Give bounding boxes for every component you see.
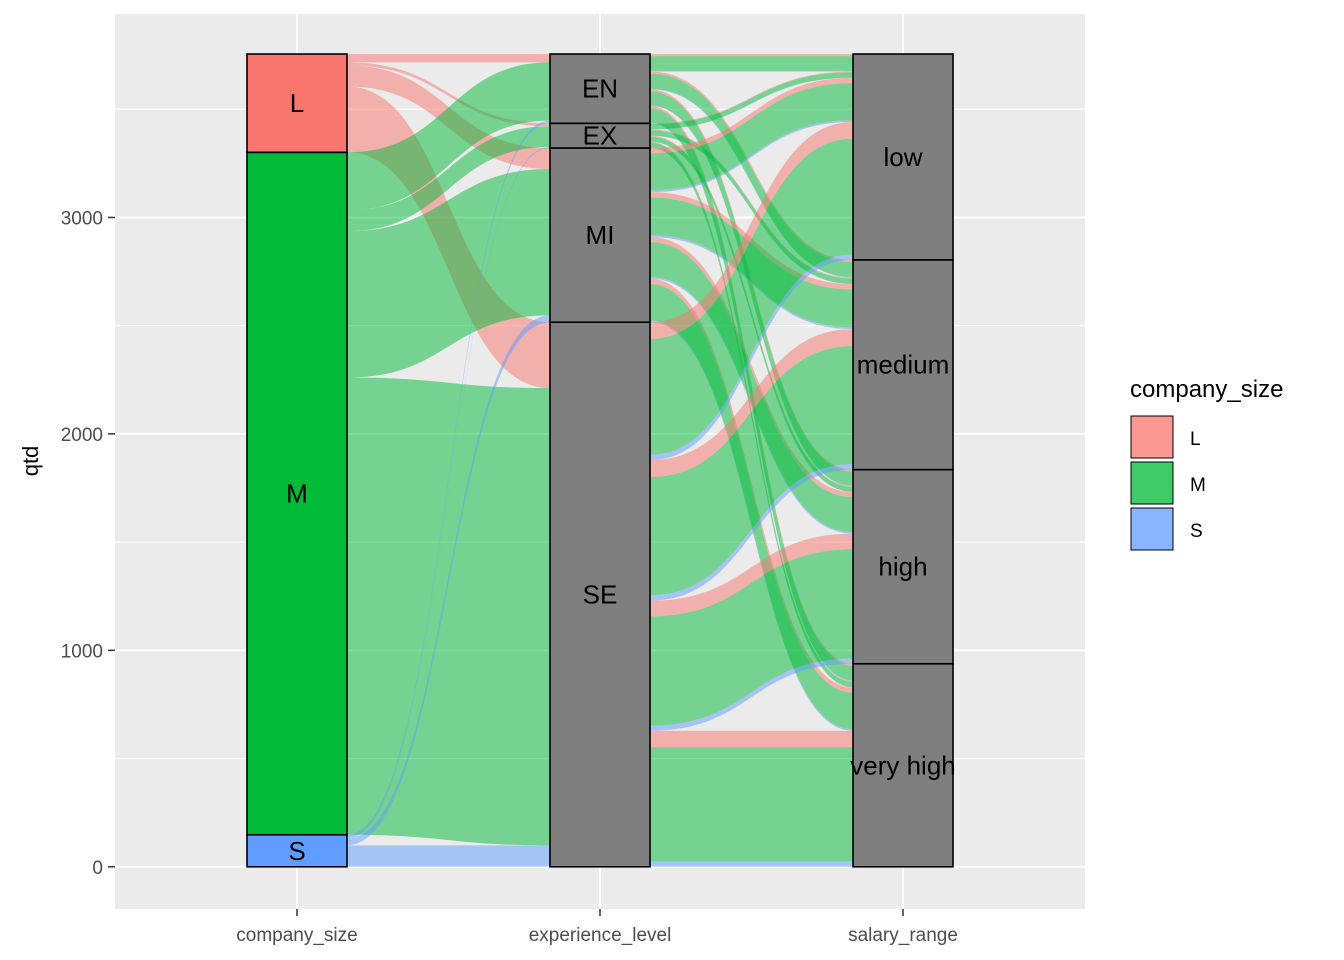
- stratum-company_size-L: [246, 53, 348, 154]
- y-tick-label: 2000: [61, 425, 103, 446]
- flow-en-to-salary-l: [650, 71, 853, 263]
- flow-se-to-salary-l: [650, 329, 853, 478]
- flow-se-to-salary-m: [650, 138, 853, 455]
- flow-m-to-mi: [347, 169, 550, 378]
- flow-s-to-se: [347, 845, 550, 867]
- flow-l-to-ex: [347, 62, 550, 127]
- flow-en-to-salary-s: [650, 88, 853, 278]
- flow-en-to-salary-s: [650, 70, 853, 72]
- flow-ex-to-salary-l: [650, 71, 853, 125]
- stratum-label: medium: [857, 350, 949, 380]
- flow-en-to-salary-m: [650, 73, 853, 278]
- flow-se-to-salary-m: [650, 747, 853, 862]
- stratum-salary_range-low: [852, 53, 954, 261]
- x-axis: company_size experience_level salary_range: [236, 909, 958, 946]
- flow-ex-to-salary-l: [650, 129, 853, 279]
- flow-mi-to-salary-l: [650, 237, 853, 498]
- flow-se-to-salary-s: [650, 254, 853, 461]
- stratum-label: very high: [850, 750, 956, 780]
- flow-m-to-ex: [347, 126, 550, 232]
- stratum-label: EX: [583, 121, 618, 151]
- legend-key-s: [1130, 507, 1174, 551]
- flow-layer: [347, 54, 853, 867]
- flow-en-to-salary-l: [650, 54, 853, 57]
- legend-key-m: [1130, 461, 1174, 505]
- y-axis-title: qtd: [18, 446, 43, 477]
- legend-title: company_size: [1130, 376, 1283, 403]
- stratum-label: M: [286, 479, 308, 509]
- stratum-label: L: [290, 88, 304, 118]
- stratum-label: low: [883, 142, 922, 172]
- flow-mi-to-salary-l: [650, 77, 853, 154]
- flow-m-to-se: [347, 377, 550, 846]
- y-tick-label: 3000: [61, 208, 103, 229]
- flow-se-to-salary-s: [650, 861, 853, 867]
- flow-ex-to-salary-s: [650, 135, 853, 285]
- flow-en-to-salary-m: [650, 56, 853, 71]
- stratum-label: high: [878, 552, 927, 582]
- flow-ex-to-salary-m: [650, 72, 853, 130]
- flow-se-to-salary-l: [650, 121, 853, 339]
- stratum-company_size-M: [246, 151, 348, 836]
- flow-se-to-salary-m: [650, 549, 853, 726]
- x-tick-label: salary_range: [848, 925, 958, 946]
- stratum-company_size-S: [246, 833, 348, 868]
- stratum-label: S: [288, 836, 305, 866]
- flow-ex-to-salary-s: [650, 77, 853, 130]
- flow-ex-to-salary-m: [650, 130, 853, 284]
- flow-se-to-salary-l: [650, 730, 853, 748]
- stratum-salary_range-high: [852, 468, 954, 665]
- flow-s-to-en: [347, 120, 550, 838]
- strata-layer: S M L SE MI EX EN very high high medium low: [246, 53, 956, 868]
- y-tick-label: 1000: [61, 641, 103, 662]
- flow-se-to-salary-s: [650, 464, 853, 601]
- stratum-label: EN: [582, 74, 618, 104]
- x-tick-label: company_size: [236, 925, 357, 946]
- flow-m-to-en: [347, 62, 550, 211]
- stratum-experience_level-MI: [549, 147, 651, 324]
- y-axis: 0 1000 2000 3000: [61, 208, 115, 879]
- flow-s-to-ex: [347, 147, 550, 839]
- flow-se-to-salary-s: [650, 658, 853, 731]
- flow-mi-to-salary-s: [650, 120, 853, 193]
- flow-mi-to-salary-m: [650, 242, 853, 533]
- legend-label-s: S: [1190, 521, 1203, 542]
- x-tick-label: experience_level: [529, 925, 672, 946]
- flow-se-to-salary-m: [650, 346, 853, 596]
- legend-label-l: L: [1190, 429, 1201, 450]
- flow-se-to-salary-l: [650, 533, 853, 617]
- stratum-label: MI: [586, 220, 615, 250]
- legend: company_size L M S: [1130, 376, 1283, 551]
- flow-mi-to-salary-m: [650, 83, 853, 191]
- stratum-experience_level-SE: [549, 321, 651, 868]
- legend-key-l: [1130, 415, 1174, 459]
- stratum-experience_level-EN: [549, 53, 651, 125]
- stratum-label: SE: [583, 580, 618, 610]
- flow-l-to-en: [347, 54, 550, 63]
- flow-s-to-mi: [347, 315, 550, 846]
- legend-label-m: M: [1190, 475, 1206, 496]
- y-tick-label: 0: [92, 858, 103, 879]
